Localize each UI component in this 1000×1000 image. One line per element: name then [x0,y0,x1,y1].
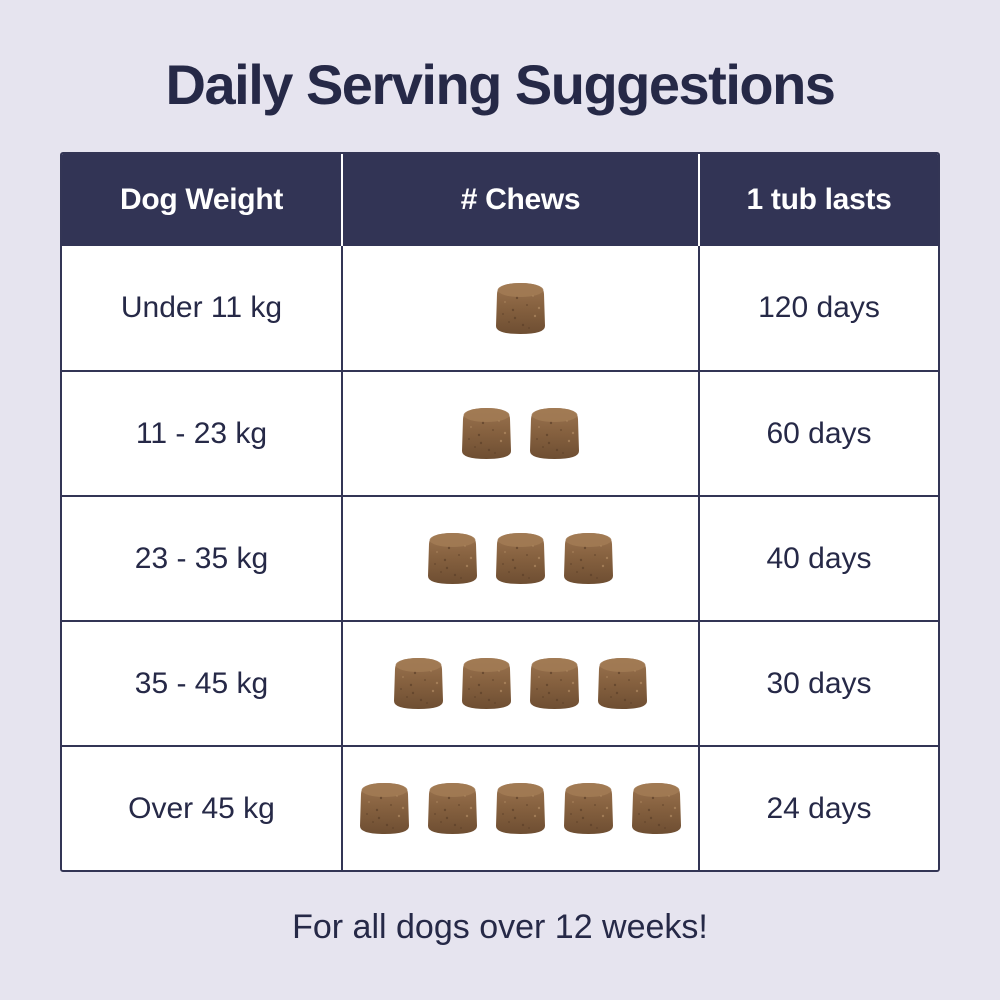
chew-icon [595,655,650,712]
lasts-cell: 60 days [766,416,872,450]
header-tub-lasts: 1 tub lasts [746,183,892,216]
chews-group [493,280,548,337]
weight-cell: Over 45 kg [62,747,343,870]
chew-icon [493,780,548,837]
lasts-cell: 24 days [766,791,872,825]
header-dog-weight: Dog Weight [62,154,343,246]
chews-group [459,405,582,462]
weight-cell: 35 - 45 kg [62,622,343,745]
table-row: 35 - 45 kg 30 days [62,620,938,745]
chews-group [425,530,616,587]
chew-icon [425,780,480,837]
weight-cell: Under 11 kg [62,246,343,370]
table-row: 11 - 23 kg 60 days [62,370,938,495]
weight-cell: 23 - 35 kg [62,497,343,620]
chew-icon [425,530,480,587]
chew-icon [493,280,548,337]
chew-icon [493,530,548,587]
table-header: Dog Weight # Chews 1 tub lasts [62,154,938,246]
chews-cell [343,372,700,495]
header-chews: # Chews [343,154,700,246]
chews-cell [343,246,700,370]
table-row: Over 45 kg 24 days [62,745,938,870]
chew-icon [391,655,446,712]
chew-icon [527,655,582,712]
chew-icon [459,405,514,462]
chew-icon [561,780,616,837]
chews-cell [343,622,700,745]
table-row: 23 - 35 kg 40 days [62,495,938,620]
footnote: For all dogs over 12 weeks! [292,908,708,946]
serving-table: Dog Weight # Chews 1 tub lasts Under 11 … [60,152,940,872]
chew-icon [357,780,412,837]
chews-cell [343,747,700,870]
chews-group [357,780,684,837]
lasts-cell: 30 days [766,666,872,700]
chew-icon [561,530,616,587]
page-title: Daily Serving Suggestions [165,53,836,116]
lasts-cell: 40 days [766,541,872,575]
table-row: Under 11 kg 120 days [62,246,938,370]
chew-icon [629,780,684,837]
chew-icon [527,405,582,462]
chews-group [391,655,650,712]
chew-icon [459,655,514,712]
weight-cell: 11 - 23 kg [62,372,343,495]
lasts-cell: 120 days [758,291,880,324]
chews-cell [343,497,700,620]
